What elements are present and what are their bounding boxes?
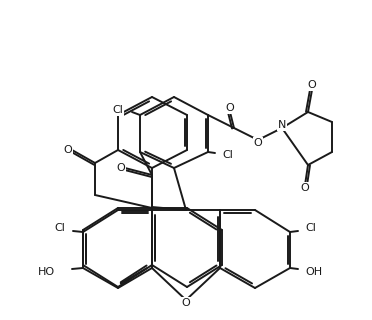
Text: Cl: Cl [305, 223, 316, 233]
Text: O: O [116, 163, 125, 173]
Text: OH: OH [305, 267, 322, 277]
Text: O: O [182, 298, 190, 308]
Text: Cl: Cl [113, 105, 124, 115]
Text: N: N [278, 120, 286, 130]
Text: O: O [254, 138, 262, 148]
Text: O: O [301, 183, 310, 193]
Text: Cl: Cl [54, 223, 65, 233]
Text: O: O [226, 103, 234, 113]
Text: O: O [308, 80, 316, 90]
Text: HO: HO [38, 267, 55, 277]
Text: Cl: Cl [222, 150, 233, 160]
Text: O: O [63, 145, 72, 155]
